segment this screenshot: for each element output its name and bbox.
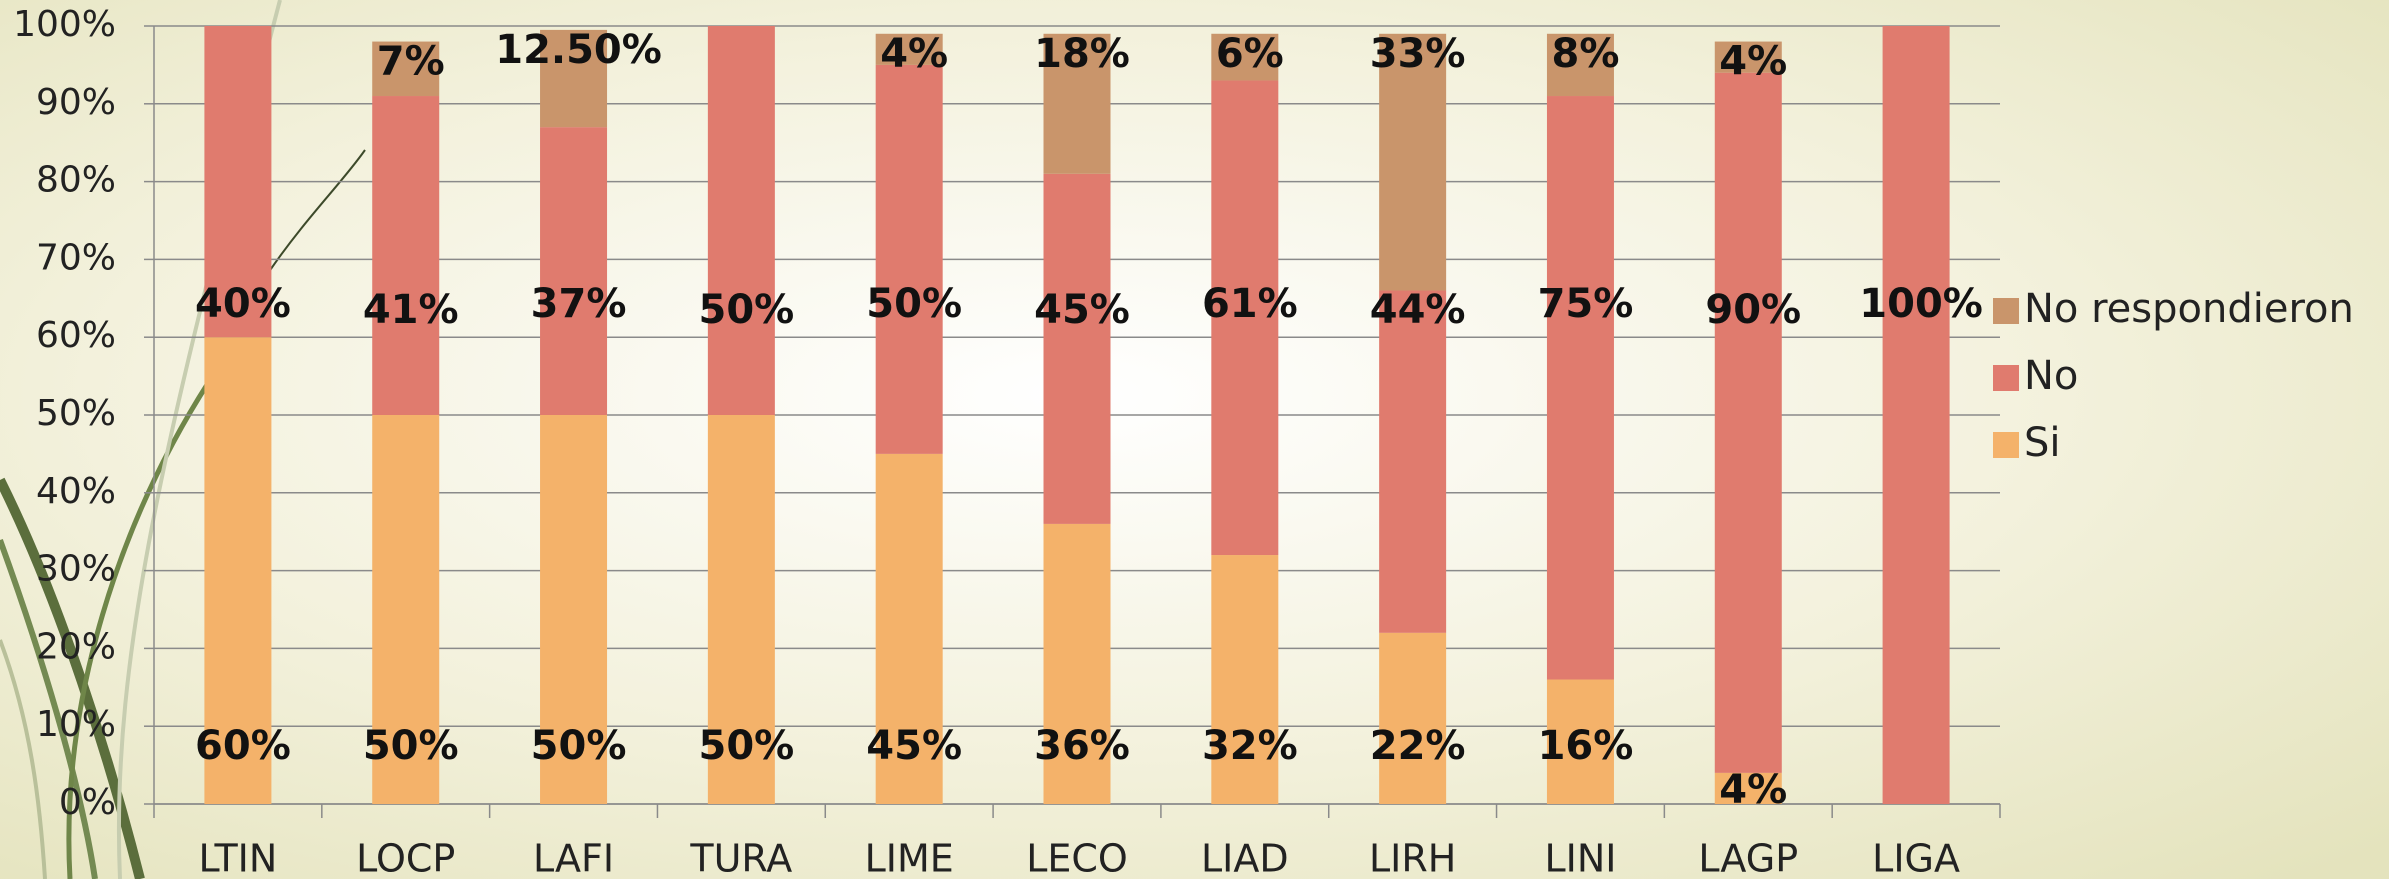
- legend-swatch: [1993, 432, 2019, 458]
- bar-segment: [372, 96, 439, 415]
- x-tick-label: LIGA: [1872, 837, 1960, 879]
- bar-segment: [708, 26, 775, 415]
- legend-swatch: [1993, 365, 2019, 391]
- value-label: 32%: [1202, 723, 1298, 769]
- x-tick-label: LOCP: [356, 837, 455, 879]
- value-label: 50%: [698, 287, 794, 333]
- bar-segment: [1044, 174, 1111, 524]
- bar-segment: [1883, 26, 1950, 804]
- value-label: 8%: [1551, 31, 1619, 77]
- value-label: 60%: [195, 723, 291, 769]
- x-tick-label: TURA: [689, 837, 792, 879]
- y-tick-label: 20%: [36, 626, 116, 667]
- x-tick-label: LIAD: [1201, 837, 1289, 879]
- y-tick-label: 0%: [59, 782, 116, 823]
- bar-segment: [1379, 633, 1446, 804]
- bar-segment: [1547, 96, 1614, 680]
- value-label: 50%: [698, 723, 794, 769]
- x-tick-label: LAGP: [1698, 837, 1798, 879]
- value-label: 7%: [377, 39, 445, 85]
- value-label: 45%: [866, 723, 962, 769]
- bar-segment: [876, 65, 943, 454]
- legend-label: No respondieron: [2024, 286, 2354, 332]
- value-label: 41%: [363, 287, 459, 333]
- value-label: 16%: [1538, 723, 1634, 769]
- value-label: 50%: [531, 723, 627, 769]
- y-tick-label: 10%: [36, 704, 116, 745]
- legend-label: Si: [2024, 420, 2061, 466]
- value-label: 40%: [195, 281, 291, 327]
- legend-swatch: [1993, 298, 2019, 324]
- value-label: 22%: [1370, 723, 1466, 769]
- value-label: 61%: [1202, 281, 1298, 327]
- y-tick-label: 80%: [36, 160, 116, 201]
- value-label: 45%: [1034, 287, 1130, 333]
- y-tick-label: 60%: [36, 315, 116, 356]
- value-label: 90%: [1705, 287, 1801, 333]
- x-tick-label: LTIN: [199, 837, 278, 879]
- chart: 0% 10% 20% 30% 40% 50% 60% 70% 80% 90% 100% LTIN 60%…: [0, 0, 2389, 879]
- y-tick-label: 40%: [36, 471, 116, 512]
- bar-segment: [1715, 73, 1782, 773]
- value-label: 6%: [1216, 31, 1284, 77]
- value-label: 12.50%: [495, 27, 662, 73]
- value-label: 4%: [1719, 767, 1787, 813]
- y-tick-label: 30%: [36, 549, 116, 590]
- value-label: 50%: [363, 723, 459, 769]
- value-label: 37%: [531, 281, 627, 327]
- y-tick-label: 50%: [36, 393, 116, 434]
- legend-label: No: [2024, 353, 2078, 399]
- value-label: 18%: [1034, 31, 1130, 77]
- value-label: 75%: [1538, 281, 1634, 327]
- value-label: 50%: [866, 281, 962, 327]
- x-tick-label: LECO: [1026, 837, 1128, 879]
- x-tick-label: LAFI: [533, 837, 614, 879]
- bar-segment: [540, 127, 607, 415]
- value-label: 36%: [1034, 723, 1130, 769]
- value-label: 100%: [1859, 281, 1983, 327]
- y-tick-label: 90%: [36, 82, 116, 123]
- bar-segment: [1379, 291, 1446, 633]
- value-label: 44%: [1370, 287, 1466, 333]
- x-tick-label: LIRH: [1369, 837, 1456, 879]
- value-label: 33%: [1370, 31, 1466, 77]
- value-label: 4%: [880, 31, 948, 77]
- y-tick-label: 70%: [36, 237, 116, 278]
- value-label: 4%: [1719, 39, 1787, 85]
- page: {"chart_data": {"type": "stacked_bar", "…: [0, 0, 2389, 879]
- x-tick-label: LINI: [1544, 837, 1616, 879]
- y-tick-label: 100%: [13, 4, 116, 45]
- x-tick-label: LIME: [865, 837, 954, 879]
